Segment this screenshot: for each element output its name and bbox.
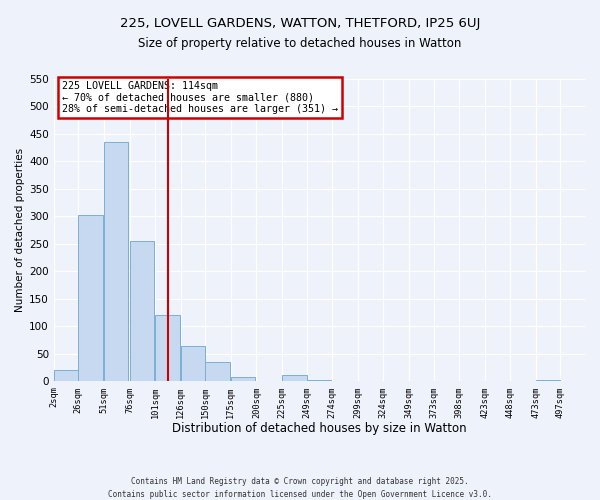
Text: Contains public sector information licensed under the Open Government Licence v3: Contains public sector information licen… (108, 490, 492, 499)
Bar (282, 375, 307, 382)
Bar (231, 377, 256, 382)
Text: 225, LOVELL GARDENS, WATTON, THETFORD, IP25 6UJ: 225, LOVELL GARDENS, WATTON, THETFORD, I… (120, 18, 480, 30)
Text: Size of property relative to detached houses in Watton: Size of property relative to detached ho… (139, 38, 461, 51)
Text: 225 LOVELL GARDENS: 114sqm
← 70% of detached houses are smaller (880)
28% of sem: 225 LOVELL GARDENS: 114sqm ← 70% of deta… (62, 80, 338, 114)
Bar (536, 380, 560, 382)
Bar (54, 370, 79, 382)
Bar (181, 346, 205, 382)
Bar (307, 380, 331, 382)
X-axis label: Distribution of detached houses by size in Watton: Distribution of detached houses by size … (172, 422, 467, 435)
Bar (130, 241, 154, 382)
Bar (205, 362, 230, 382)
Bar (79, 216, 103, 382)
Text: Contains HM Land Registry data © Crown copyright and database right 2025.: Contains HM Land Registry data © Crown c… (131, 478, 469, 486)
Y-axis label: Number of detached properties: Number of detached properties (15, 148, 25, 312)
Bar (155, 316, 179, 382)
Bar (104, 142, 128, 382)
